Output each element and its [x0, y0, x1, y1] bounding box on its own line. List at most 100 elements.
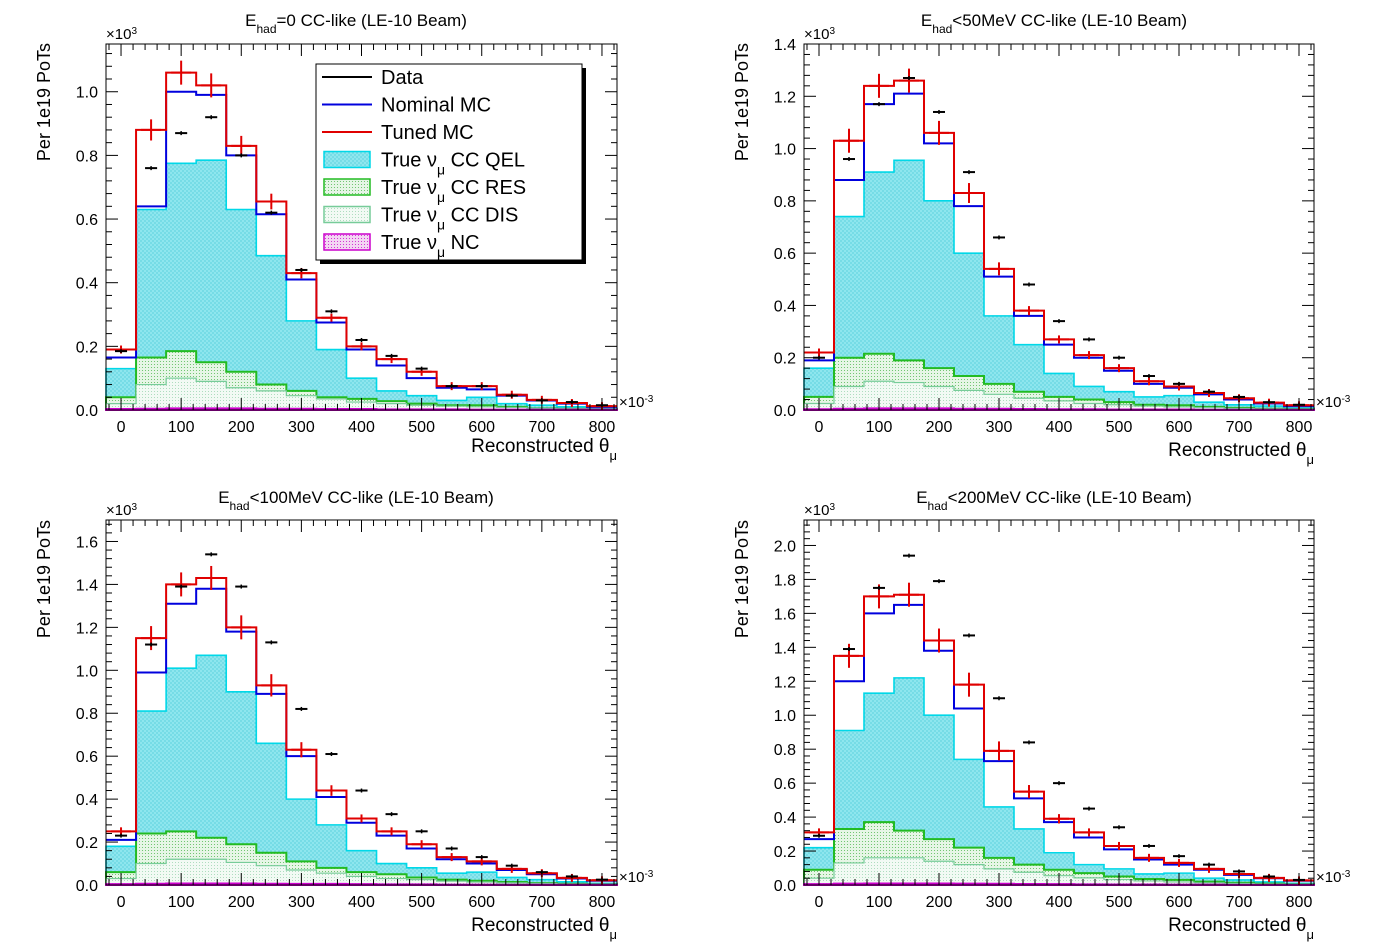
y-tick-label: 0.2	[774, 844, 796, 861]
data-point-7	[325, 752, 338, 757]
x-tick-label: 100	[168, 894, 195, 911]
data-point-5	[963, 170, 975, 175]
data-point-15	[565, 400, 578, 405]
x-tick-label: 600	[1166, 419, 1193, 436]
title-rest: <200MeV CC-like (LE-10 Beam)	[948, 488, 1192, 507]
y-exponent-power: 3	[131, 26, 137, 37]
x-axis-label-sub: μ	[610, 927, 618, 942]
data-point-11	[1143, 843, 1155, 848]
legend-label: μ	[437, 217, 445, 233]
x-tick-label: 600	[468, 894, 495, 911]
data-point-6	[295, 267, 308, 272]
y-tick-label: 0.4	[774, 810, 796, 827]
x-axis-label: Reconstructed θμ	[471, 915, 617, 942]
x-tick-label: 800	[1286, 419, 1313, 436]
title-e: E	[245, 11, 256, 30]
title-sub: had	[932, 22, 952, 36]
x-tick-label: 700	[529, 419, 556, 436]
data-point-9	[385, 353, 398, 358]
x-axis-label: Reconstructed θμ	[1168, 915, 1314, 942]
tuned-mc-error-4	[231, 135, 252, 156]
title-e: E	[921, 11, 932, 30]
data-point-2	[873, 102, 885, 107]
y-tick-label: 0.0	[76, 878, 98, 895]
x-tick-label: 100	[866, 894, 893, 911]
data-point-7	[1023, 740, 1035, 745]
data-point-9	[1083, 337, 1095, 342]
y-tick-label: 0.4	[76, 276, 98, 293]
x-tick-label: 600	[1166, 894, 1193, 911]
tuned-mc-error-8	[1049, 335, 1069, 344]
chart-title: Ehad<100MeV CC-like (LE-10 Beam)	[218, 488, 494, 513]
tuned-mc-error-11	[441, 853, 462, 862]
y-tick-label: 1.0	[76, 85, 98, 102]
tuned-mc-error-9	[1079, 828, 1099, 837]
title-rest: <100MeV CC-like (LE-10 Beam)	[250, 488, 494, 507]
data-point-13	[1203, 389, 1215, 394]
y-tick-label: 0.0	[774, 403, 796, 420]
dis-histogram	[803, 380, 1315, 411]
y-tick-label: 0.6	[76, 212, 98, 229]
tuned-mc-error-7	[321, 313, 342, 322]
x-tick-label: 400	[1046, 894, 1073, 911]
legend-label-text: True νμ CC DIS	[381, 205, 518, 233]
data-point-7	[325, 309, 338, 314]
x-tick-label: 100	[866, 419, 893, 436]
legend-swatch-box	[323, 150, 371, 169]
x-tick-label: 400	[348, 419, 375, 436]
legend-entry-qel: True νμ CC QEL	[323, 150, 525, 178]
data-point-10	[1113, 355, 1125, 360]
data-point-2	[175, 584, 188, 589]
chart-panel-4: Ehad<200MeV CC-like (LE-10 Beam) 0.0 0.2 0.…	[732, 488, 1351, 942]
data-point-5	[963, 633, 975, 638]
y-tick-label: 0.4	[774, 298, 796, 315]
title-sub: had	[928, 499, 948, 513]
data-point-13	[1203, 862, 1215, 867]
tuned-mc-error-0	[809, 348, 829, 357]
x-tick-label: 300	[288, 419, 315, 436]
y-tick-label: 0.8	[76, 148, 98, 165]
data-point-11	[445, 384, 458, 389]
data-point-8	[355, 788, 368, 793]
data-point-6	[993, 235, 1005, 240]
y-tick-label: 0.6	[774, 246, 796, 263]
chart-title: Ehad<200MeV CC-like (LE-10 Beam)	[916, 488, 1192, 513]
y-tick-label: 0.8	[774, 742, 796, 759]
legend-entry-tuned: Tuned MC	[322, 122, 474, 144]
x-tick-label: 0	[117, 894, 126, 911]
y-exponent-base: ×10	[804, 502, 829, 519]
data-point-13	[505, 863, 518, 868]
tuned-mc-error-3	[899, 68, 919, 93]
tuned-mc-error-11	[1139, 853, 1159, 862]
x-axis-label-sub: μ	[610, 448, 618, 463]
data-point-1	[145, 642, 158, 647]
data-point-14	[1233, 869, 1245, 874]
data-point-15	[565, 874, 578, 879]
qel-histogram	[803, 677, 1315, 886]
tuned-mc-error-5	[261, 674, 282, 697]
tuned-mc-error-8	[351, 342, 372, 351]
y-axis-label: Per 1e19 PoTs	[732, 43, 752, 161]
x-axis-label-main: Reconstructed θ	[471, 436, 609, 457]
y-tick-label: 1.6	[76, 534, 98, 551]
y-exponent: ×103	[804, 502, 835, 520]
y-tick-label: 1.4	[774, 640, 796, 657]
data-point-4	[933, 109, 945, 114]
y-tick-label: 1.0	[774, 708, 796, 725]
qel-histogram	[803, 159, 1315, 411]
x-tick-label: 200	[228, 894, 255, 911]
data-point-10	[415, 366, 428, 371]
data-point-12	[1173, 381, 1185, 386]
y-axis-label: Per 1e19 PoTs	[34, 43, 54, 161]
data-point-8	[1053, 319, 1065, 324]
chart-panel-1: Ehad=0 CC-like (LE-10 Beam) 0.0 0.2 0.4 0.6 0…	[34, 11, 654, 463]
x-tick-label: 200	[926, 419, 953, 436]
data-point-3	[205, 115, 218, 120]
y-tick-label: 0.6	[774, 776, 796, 793]
legend-label-text: True νμ NC	[381, 232, 479, 260]
legend-label: μ	[437, 162, 445, 178]
dis-histogram	[803, 857, 1315, 886]
tuned-mc-error-2	[171, 60, 192, 85]
x-exponent-power: -3	[1341, 394, 1350, 405]
